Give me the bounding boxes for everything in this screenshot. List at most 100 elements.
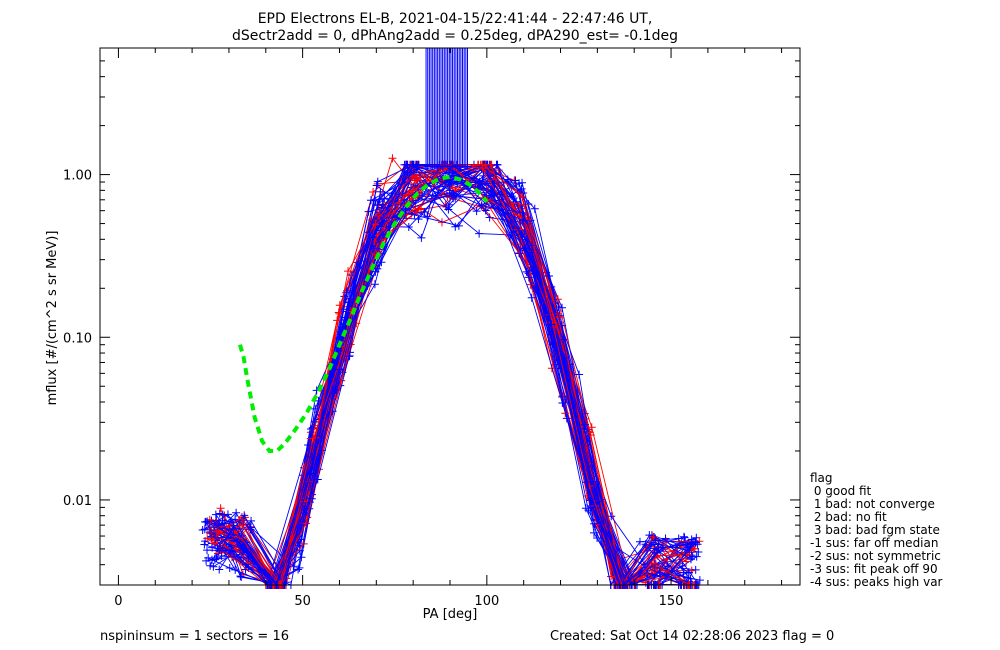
data-point [694, 547, 703, 556]
data-point [240, 511, 249, 520]
sweep-trace [205, 160, 695, 589]
sweep-trace [215, 160, 691, 589]
data-point [237, 573, 246, 582]
data-point [338, 323, 347, 332]
footer-left: nspininsum = 1 sectors = 16 [100, 629, 289, 644]
data-point [408, 172, 417, 181]
data-point [216, 504, 225, 513]
data-point [229, 521, 238, 530]
trace-line [207, 163, 698, 586]
data-point [651, 536, 660, 545]
data-point [409, 186, 418, 195]
sweep-trace [205, 183, 701, 589]
data-point [344, 267, 353, 276]
data-point [680, 533, 689, 542]
legend-entry: -3 sus: fit peak off 90 [810, 562, 938, 576]
x-tick-label: 0 [114, 594, 122, 609]
legend-entry: -4 sus: peaks high var [810, 575, 943, 589]
sweep-trace [206, 160, 697, 589]
data-point [417, 233, 426, 242]
legend: flag 0 good fit 1 bad: not converge 2 ba… [810, 471, 943, 589]
x-tick-label: 150 [659, 594, 684, 609]
data-point [200, 540, 209, 549]
footer-right: Created: Sat Oct 14 02:28:06 2023 flag =… [550, 629, 834, 644]
data-point [575, 370, 584, 379]
data-point [558, 392, 567, 401]
data-point [518, 208, 527, 217]
data-point [313, 475, 322, 484]
data-point [478, 160, 487, 169]
data-point [527, 293, 536, 302]
trace-line [216, 164, 689, 587]
sweep-trace [209, 160, 695, 589]
legend-entry: 3 bad: bad fgm state [810, 523, 940, 537]
y-tick-label: 1.00 [63, 169, 92, 184]
data-point [217, 552, 226, 561]
plot-frame [99, 47, 801, 586]
data-point [654, 540, 663, 549]
data-point [364, 207, 373, 216]
trace-line [204, 163, 700, 586]
trace-line [204, 175, 696, 586]
data-point [477, 201, 486, 210]
data-point [368, 233, 377, 242]
data-point [519, 189, 528, 198]
trace-line [215, 164, 690, 587]
data-point [366, 196, 375, 205]
data-point [404, 223, 413, 232]
data-point [560, 353, 569, 362]
data-point [691, 565, 700, 574]
sweep-trace [217, 164, 684, 589]
trace-line [211, 164, 698, 586]
sweep-trace [207, 179, 699, 589]
sweep-trace [205, 160, 697, 589]
legend-entry: -2 sus: not symmetric [810, 549, 941, 563]
trace-line [206, 164, 699, 586]
sweep-trace [213, 165, 695, 589]
trace-line [211, 163, 696, 587]
data-point [686, 542, 695, 551]
data-point [515, 179, 524, 188]
sweep-trace [201, 187, 698, 589]
data-point [682, 557, 691, 566]
data-point [305, 494, 314, 503]
data-point [507, 192, 516, 201]
fit-curve [238, 174, 489, 453]
trace-line [218, 164, 687, 586]
data-point [388, 154, 397, 163]
data-point [370, 280, 379, 289]
data-point [215, 565, 224, 574]
sweep-trace [211, 160, 691, 589]
sweep-trace [217, 164, 683, 589]
trace-line [217, 180, 682, 586]
data-point [247, 516, 256, 525]
sweep-trace [211, 160, 692, 589]
sweep-trace [198, 170, 701, 589]
data-point [689, 544, 698, 553]
data-point [412, 207, 421, 216]
data-point [373, 200, 382, 209]
sweep-trace [207, 172, 701, 589]
sweep-trace [214, 176, 686, 589]
data-point [345, 352, 354, 361]
data-point [238, 521, 247, 530]
sweep-trace [206, 191, 696, 589]
trace-line [209, 164, 691, 586]
data-point [607, 572, 616, 581]
data-point [518, 192, 527, 201]
data-point [485, 213, 494, 222]
sweep-trace [201, 160, 700, 589]
data-point [649, 559, 658, 568]
x-axis-label: PA [deg] [423, 607, 478, 622]
data-point [684, 568, 693, 577]
x-tick-label: 50 [294, 594, 311, 609]
data-point [444, 205, 453, 214]
data-point [208, 535, 217, 544]
legend-entry: 2 bad: no fit [810, 510, 887, 524]
data-point [238, 541, 247, 550]
data-point [331, 386, 340, 395]
data-point [650, 544, 659, 553]
data-point [558, 303, 567, 312]
data-point [479, 171, 488, 180]
trace-line [208, 164, 700, 586]
